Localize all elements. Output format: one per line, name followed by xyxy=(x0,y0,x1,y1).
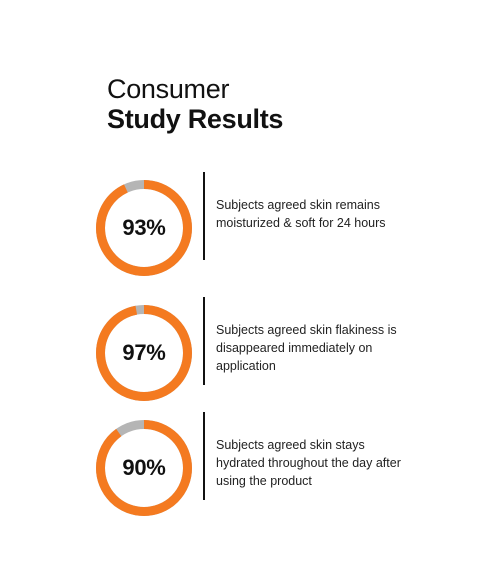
stat-description: Subjects agreed skin flakiness is disapp… xyxy=(216,323,397,373)
ring-chart xyxy=(96,180,192,276)
divider-line xyxy=(203,297,205,385)
ring-chart xyxy=(96,420,192,516)
ring-progress-arc xyxy=(96,180,192,276)
percentage-value: 97% xyxy=(122,340,166,365)
percentage-ring xyxy=(96,420,192,516)
stat-item-moisturized: 93% Subjects agreed skin remains moistur… xyxy=(96,172,396,276)
page-title: Consumer Study Results xyxy=(107,74,283,134)
percentage-value: 90% xyxy=(122,455,166,480)
title-line-study-results: Study Results xyxy=(107,104,284,134)
divider-line xyxy=(203,412,205,500)
title-line-consumer: Consumer xyxy=(107,74,230,104)
percentage-value: 93% xyxy=(122,215,166,240)
stat-item-flakiness: 97% Subjects agreed skin flakiness is di… xyxy=(96,297,397,401)
ring-progress-arc xyxy=(96,420,192,516)
percentage-ring xyxy=(96,305,192,401)
ring-chart xyxy=(96,305,192,401)
stat-description: Subjects agreed skin remains moisturized… xyxy=(216,198,386,230)
stat-description: Subjects agreed skin stays hydrated thro… xyxy=(216,438,401,488)
ring-progress-arc xyxy=(96,305,192,401)
stat-item-hydrated: 90% Subjects agreed skin stays hydrated … xyxy=(96,412,401,516)
percentage-ring xyxy=(96,180,192,276)
divider-line xyxy=(203,172,205,260)
